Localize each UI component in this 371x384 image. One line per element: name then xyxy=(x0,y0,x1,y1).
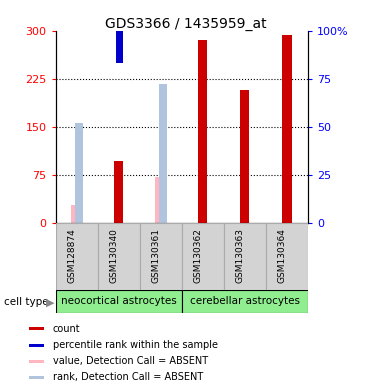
Bar xyxy=(182,290,308,313)
Text: GSM128874: GSM128874 xyxy=(68,228,77,283)
Text: GSM130340: GSM130340 xyxy=(110,228,119,283)
Bar xyxy=(266,223,308,290)
Bar xyxy=(140,223,182,290)
Text: GSM130361: GSM130361 xyxy=(152,228,161,283)
Text: ▶: ▶ xyxy=(46,297,54,307)
Text: cell type: cell type xyxy=(4,297,48,307)
Bar xyxy=(29,344,44,346)
Text: GSM130362: GSM130362 xyxy=(194,228,203,283)
Bar xyxy=(29,328,44,330)
Text: percentile rank within the sample: percentile rank within the sample xyxy=(53,340,218,350)
Bar xyxy=(116,0,123,63)
Bar xyxy=(56,223,98,290)
Bar xyxy=(198,40,207,223)
Bar xyxy=(75,123,83,223)
Bar xyxy=(98,223,140,290)
Text: neocortical astrocytes: neocortical astrocytes xyxy=(61,296,177,306)
Bar xyxy=(224,223,266,290)
Bar xyxy=(159,84,167,223)
Text: GSM130364: GSM130364 xyxy=(278,228,287,283)
Bar xyxy=(240,90,249,223)
Text: value, Detection Call = ABSENT: value, Detection Call = ABSENT xyxy=(53,356,208,366)
Bar xyxy=(56,290,182,313)
Text: GDS3366 / 1435959_at: GDS3366 / 1435959_at xyxy=(105,17,266,31)
Text: count: count xyxy=(53,324,80,334)
Bar xyxy=(155,177,167,223)
Bar xyxy=(29,376,44,379)
Text: rank, Detection Call = ABSENT: rank, Detection Call = ABSENT xyxy=(53,372,203,382)
Bar xyxy=(282,35,292,223)
Bar xyxy=(71,205,83,223)
Bar xyxy=(29,360,44,362)
Bar xyxy=(114,161,123,223)
Text: GSM130363: GSM130363 xyxy=(236,228,245,283)
Bar xyxy=(182,223,224,290)
Text: cerebellar astrocytes: cerebellar astrocytes xyxy=(190,296,300,306)
